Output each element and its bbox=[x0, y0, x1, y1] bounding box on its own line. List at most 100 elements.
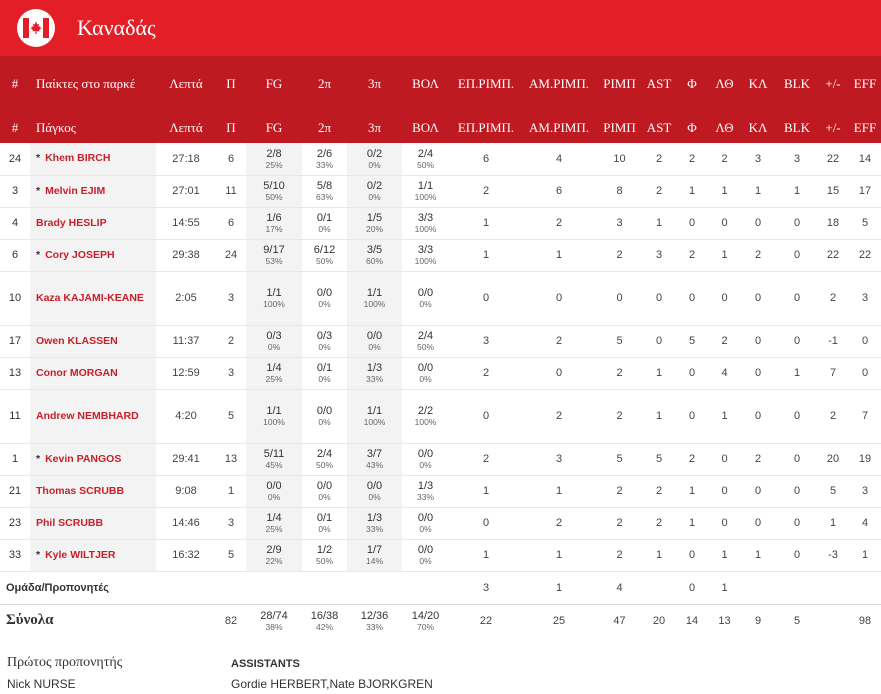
stat-stl: 0 bbox=[739, 389, 777, 444]
player-name-link[interactable]: Kevin PANGOS bbox=[45, 452, 122, 465]
player-name-link[interactable]: Kyle WILTJER bbox=[45, 548, 116, 561]
stat-eff: 17 bbox=[849, 175, 881, 208]
jersey-number: 17 bbox=[0, 325, 30, 358]
cell-ft: 0/0 0% bbox=[402, 271, 449, 326]
player-name-link[interactable]: Kaza KAJAMI-KEANE bbox=[36, 291, 144, 304]
three-pct: 100% bbox=[363, 417, 386, 427]
points: 13 bbox=[216, 443, 246, 476]
cell-three: 3/7 43% bbox=[347, 443, 402, 476]
ft-pct: 33% bbox=[416, 492, 434, 502]
player-name-link[interactable]: Andrew NEMBHARD bbox=[36, 409, 139, 422]
team-title: Καναδάς bbox=[77, 15, 156, 40]
col-to: ΛΘ bbox=[710, 56, 739, 112]
col-num: # bbox=[0, 112, 30, 143]
col-to: ΛΘ bbox=[710, 112, 739, 143]
player-name-link[interactable]: Cory JOSEPH bbox=[45, 248, 115, 261]
stat-reb: 8 bbox=[595, 175, 644, 208]
totals-two-pct: 42% bbox=[315, 621, 333, 632]
stat-pf: 0 bbox=[674, 207, 710, 240]
ft-pct: 0% bbox=[419, 374, 432, 384]
stat-eff: 19 bbox=[849, 443, 881, 476]
ft-made: 0/0 bbox=[417, 287, 434, 299]
fg-pct: 100% bbox=[263, 299, 285, 309]
minutes: 14:46 bbox=[156, 507, 216, 540]
starter-marker: * bbox=[36, 548, 41, 561]
cell-fg: 5/10 50% bbox=[246, 175, 302, 208]
ft-made: 1/1 bbox=[417, 180, 434, 192]
stat-ast: 0 bbox=[644, 271, 674, 326]
points: 3 bbox=[216, 271, 246, 326]
ft-made: 0/0 bbox=[417, 512, 434, 524]
stat-ast: 0 bbox=[644, 325, 674, 358]
player-row: 24 * Khem BIRCH 27:18 6 2/8 25% 2/6 33% 0/2 0% 2/4 5… bbox=[0, 143, 881, 176]
player-name-link[interactable]: Melvin EJIM bbox=[45, 184, 106, 197]
stat-oreb: 3 bbox=[449, 325, 523, 358]
starter-marker: * bbox=[36, 452, 41, 465]
cell-three: 0/2 0% bbox=[347, 175, 402, 208]
stat-blk: 0 bbox=[777, 271, 817, 326]
stat-to: 1 bbox=[710, 239, 739, 272]
points: 6 bbox=[216, 143, 246, 176]
three-pct: 100% bbox=[363, 299, 386, 309]
stat-oreb: 0 bbox=[449, 389, 523, 444]
player-name-cell: * Khem BIRCH bbox=[30, 143, 156, 176]
three-made: 1/5 bbox=[366, 212, 383, 224]
stat-to: 4 bbox=[710, 357, 739, 390]
totals-row: Σύνολα 82 28/74 38% 16/38 42% 12/36 33% 14/… bbox=[0, 604, 881, 637]
player-name-link[interactable]: Khem BIRCH bbox=[45, 152, 111, 165]
fg-pct: 22% bbox=[265, 556, 283, 566]
three-pct: 43% bbox=[365, 460, 383, 470]
team-header-bar: Καναδάς bbox=[0, 0, 881, 56]
stat-eff: 0 bbox=[849, 325, 881, 358]
stat-pf: 1 bbox=[674, 507, 710, 540]
two-made: 2/4 bbox=[316, 448, 333, 460]
points: 2 bbox=[216, 325, 246, 358]
fg-pct: 25% bbox=[265, 374, 283, 384]
cell-three: 1/3 33% bbox=[347, 357, 402, 390]
player-name-link[interactable]: Brady HESLIP bbox=[36, 216, 107, 229]
cell-two: 0/0 0% bbox=[302, 271, 347, 326]
stat-pm: 20 bbox=[817, 443, 849, 476]
cell-fg: 1/4 25% bbox=[246, 507, 302, 540]
cell-ft: 0/0 0% bbox=[402, 443, 449, 476]
ft-made: 0/0 bbox=[417, 544, 434, 556]
player-name-link[interactable]: Thomas SCRUBB bbox=[36, 484, 125, 497]
stat-dreb: 2 bbox=[523, 389, 595, 444]
cell-two: 0/0 0% bbox=[302, 389, 347, 444]
stat-pm: -3 bbox=[817, 539, 849, 572]
stat-blk: 0 bbox=[777, 507, 817, 540]
two-pct: 0% bbox=[318, 224, 331, 234]
stat-dreb: 6 bbox=[523, 175, 595, 208]
three-made: 1/3 bbox=[366, 362, 383, 374]
stat-eff: 0 bbox=[849, 357, 881, 390]
player-name-link[interactable]: Owen KLASSEN bbox=[36, 334, 118, 347]
col-num: # bbox=[0, 56, 30, 112]
stat-ast: 1 bbox=[644, 389, 674, 444]
col-reb: ΡΙΜΠ bbox=[595, 112, 644, 143]
jersey-number: 6 bbox=[0, 239, 30, 272]
two-made: 1/2 bbox=[316, 544, 333, 556]
two-pct: 50% bbox=[315, 556, 333, 566]
stat-blk: 0 bbox=[777, 325, 817, 358]
player-name-cell: * Kevin PANGOS bbox=[30, 443, 156, 476]
totals-two: 16/38 42% bbox=[302, 604, 347, 637]
stat-stl: 2 bbox=[739, 239, 777, 272]
ft-made: 2/2 bbox=[417, 405, 434, 417]
ft-pct: 0% bbox=[419, 524, 432, 534]
minutes: 14:55 bbox=[156, 207, 216, 240]
col-pts: Π bbox=[216, 56, 246, 112]
player-name-link[interactable]: Phil SCRUBB bbox=[36, 516, 104, 529]
cell-fg: 1/6 17% bbox=[246, 207, 302, 240]
fg-made: 2/8 bbox=[266, 147, 282, 160]
stat-oreb: 6 bbox=[449, 143, 523, 176]
three-made: 1/1 bbox=[366, 287, 383, 299]
head-coach-label: Πρώτος προπονητής bbox=[7, 654, 123, 670]
stat-ast: 1 bbox=[644, 357, 674, 390]
col-fg: FG bbox=[246, 56, 302, 112]
player-name-link[interactable]: Conor MORGAN bbox=[36, 366, 118, 379]
col-player: Πάγκος bbox=[30, 112, 156, 143]
stat-blk: 3 bbox=[777, 143, 817, 176]
stat-pm: 22 bbox=[817, 143, 849, 176]
stat-oreb: 1 bbox=[449, 539, 523, 572]
stat-pm: 2 bbox=[817, 271, 849, 326]
